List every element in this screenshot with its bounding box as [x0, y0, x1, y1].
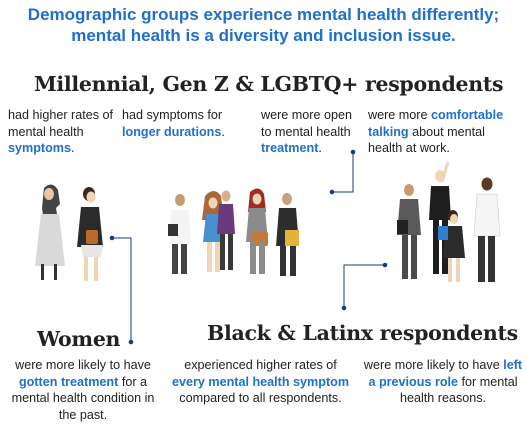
finding-text-end: .	[318, 141, 322, 155]
finding-text-end: for mental health reasons.	[399, 374, 518, 406]
talking-connector-line	[329, 149, 356, 195]
finding-text-end: compared to all respondents.	[179, 391, 342, 405]
finding-text-end: about mental health at work.	[368, 124, 485, 156]
finding-text: were more	[368, 108, 428, 122]
finding-text: had higher rates of mental health	[8, 108, 114, 139]
finding-highlight: longer durations	[122, 124, 222, 139]
millennial-finding-duration: had symptoms for longer durations.	[122, 107, 244, 140]
black-latinx-finding-left-role: were more likely to have left a previous…	[362, 357, 524, 407]
finding-text-end: .	[221, 124, 225, 139]
millennial-section-title: Millennial, Gen Z & LGBTQ+ respondents	[34, 72, 504, 96]
finding-text-end: .	[71, 141, 75, 155]
women-connector-line	[109, 235, 134, 345]
finding-highlight: comfortable talking	[368, 108, 504, 139]
finding-highlight: every mental health symptom	[171, 374, 350, 389]
headline-line-1: Demographic groups experience mental hea…	[27, 5, 500, 24]
finding-highlight: left a previous role	[368, 358, 523, 389]
millennial-finding-talking: were more comfortable talking about ment…	[368, 107, 518, 157]
finding-text: were more open to mental health	[261, 108, 353, 139]
women-finding: were more likely to have gotten treatmen…	[3, 357, 163, 423]
finding-highlight: treatment	[261, 141, 319, 155]
millennial-group-illustration-icon	[168, 188, 299, 276]
black-latinx-finding-symptoms: experienced higher rates of every mental…	[168, 357, 353, 407]
millennial-finding-treatment: were more open to mental health treatmen…	[261, 107, 359, 157]
women-section-title: Women	[37, 327, 121, 351]
finding-text: were more likely to have	[363, 358, 500, 372]
finding-text-end: for a mental health condition in the pas…	[11, 374, 155, 422]
finding-text: had symptoms for	[122, 108, 223, 122]
workplace-group-illustration-icon	[397, 161, 501, 282]
finding-text: experienced higher rates of	[184, 358, 337, 372]
finding-text: were more likely to have	[15, 358, 151, 372]
finding-highlight: gotten treatment	[18, 374, 119, 389]
black-latinx-connector-line	[341, 262, 388, 311]
headline-line-2: mental health is a diversity and inclusi…	[71, 26, 456, 45]
black-latinx-section-title: Black & Latinx respondents	[207, 321, 518, 345]
finding-highlight: symptoms	[8, 141, 71, 155]
millennial-finding-symptoms: had higher rates of mental health sympto…	[8, 107, 120, 157]
headline: Demographic groups experience mental hea…	[0, 4, 527, 46]
women-illustration-icon	[35, 184, 103, 281]
